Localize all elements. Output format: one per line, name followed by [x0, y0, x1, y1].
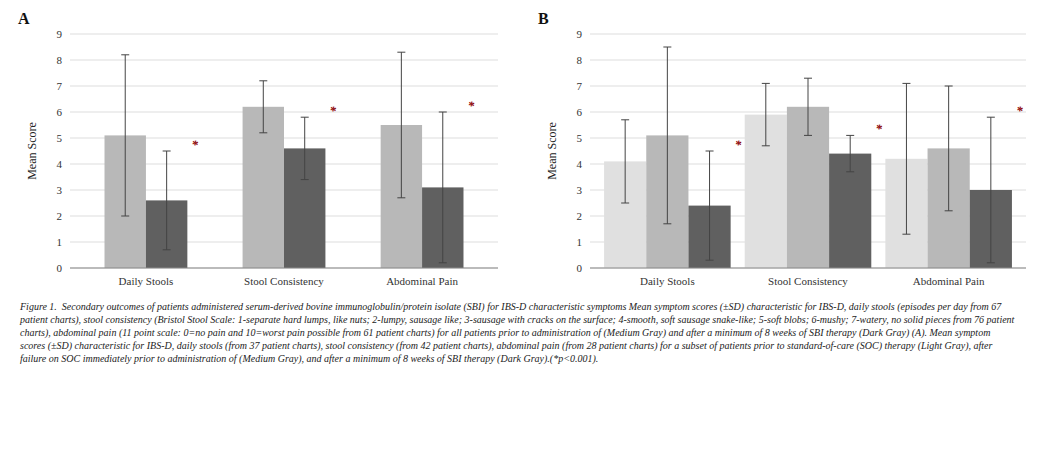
x-axis-line	[590, 268, 1026, 269]
y-tick-label: 4	[57, 158, 63, 170]
y-tick-label: 4	[577, 158, 583, 170]
error-bar	[902, 83, 910, 234]
y-tick-label: 8	[57, 54, 63, 66]
error-bar	[706, 151, 714, 260]
panel: 0 1 2 3 4 5 6 7 8 9 Mean Score B Daily Stools Stool C…	[538, 10, 1026, 287]
error-bar	[259, 81, 267, 133]
y-tick-label: 9	[577, 28, 583, 40]
y-tick-label: 0	[57, 262, 63, 274]
y-tick-label: 2	[577, 210, 583, 222]
marks	[604, 47, 1012, 268]
significance-marker: *	[330, 103, 337, 118]
y-tick-label: 2	[57, 210, 63, 222]
y-tick-label: 9	[57, 28, 63, 40]
error-bar	[987, 117, 995, 263]
error-bar	[663, 47, 671, 224]
significance-marker: *	[1016, 103, 1023, 118]
grid-line	[590, 60, 1026, 61]
error-bar	[621, 120, 629, 203]
x-tick-label: Abdominal Pain	[386, 275, 458, 287]
error-bar	[163, 151, 171, 250]
panel: 0 1 2 3 4 5 6 7 8 9 Mean Score A Daily Stools Stool C…	[18, 10, 498, 287]
y-tick-label: 3	[57, 184, 63, 196]
y-axis-label: Mean Score	[545, 122, 559, 180]
y-tick-label: 1	[57, 236, 63, 248]
x-tick-label: Abdominal Pain	[913, 275, 985, 287]
y-tick-label: 7	[57, 80, 63, 92]
grid-line	[70, 86, 498, 87]
y-tick-label: 6	[577, 106, 583, 118]
grid-line	[70, 268, 498, 269]
caption: Figure 1. Secondary outcomes of patients…	[20, 300, 1018, 365]
error-bar	[762, 83, 770, 145]
y-axis-label: Mean Score	[25, 122, 39, 180]
significance-marker: *	[735, 137, 742, 152]
y-tick-label: 5	[57, 132, 63, 144]
panel-label: B	[538, 10, 549, 27]
x-tick-label: Daily Stools	[640, 275, 695, 287]
x-axis-line	[70, 268, 498, 269]
error-bar	[945, 86, 953, 211]
y-tick-label: 7	[577, 80, 583, 92]
significance-marker: *	[191, 137, 198, 152]
error-bar	[846, 135, 854, 171]
y-tick-label: 6	[57, 106, 63, 118]
x-tick-label: Stool Consistency	[768, 275, 848, 287]
y-tick-label: 8	[577, 54, 583, 66]
y-tick-label: 0	[577, 262, 583, 274]
figure: 0 1 2 3 4 5 6 7 8 9 Mean Score A Daily Stools Stool C…	[0, 0, 1038, 459]
y-tick-label: 5	[577, 132, 583, 144]
grid-line	[70, 60, 498, 61]
grid-line	[590, 268, 1026, 269]
error-bar	[301, 117, 309, 179]
error-bar	[397, 52, 405, 198]
marks	[105, 52, 464, 268]
grid-line	[70, 34, 498, 35]
y-tick-label: 3	[577, 184, 583, 196]
x-tick-label: Stool Consistency	[244, 275, 324, 287]
grid-line	[590, 34, 1026, 35]
panel-label: A	[18, 10, 30, 27]
significance-marker: *	[468, 98, 475, 113]
error-bar	[804, 78, 812, 135]
significance-marker: *	[876, 121, 883, 136]
error-bar	[121, 55, 129, 216]
y-tick-label: 1	[577, 236, 583, 248]
x-tick-label: Daily Stools	[119, 275, 174, 287]
error-bar	[439, 112, 447, 263]
